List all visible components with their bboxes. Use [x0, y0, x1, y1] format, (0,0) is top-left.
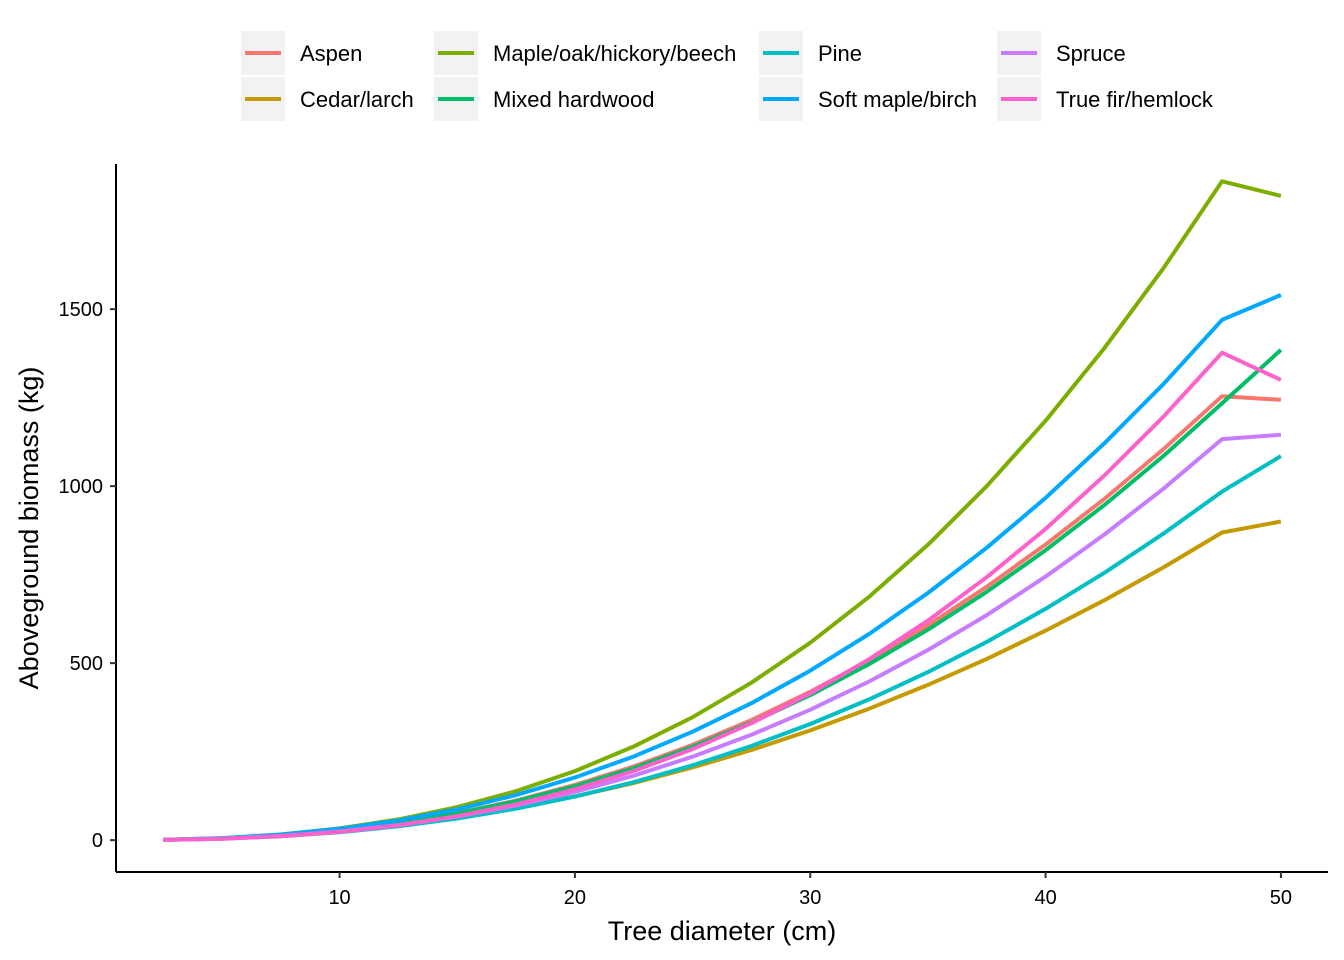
- legend-item: Mixed hardwood: [434, 77, 654, 121]
- x-tick-label: 50: [1270, 887, 1292, 909]
- x-tick-label: 10: [328, 887, 350, 909]
- legend-label: True fir/hemlock: [1056, 87, 1214, 112]
- x-tick-label: 20: [564, 887, 586, 909]
- legend-item: Spruce: [997, 31, 1126, 75]
- legend-item: Cedar/larch: [241, 77, 414, 121]
- x-axis-title: Tree diameter (cm): [608, 916, 837, 946]
- legend-item: Pine: [759, 31, 862, 75]
- legend-item: Aspen: [241, 31, 362, 75]
- legend-label: Spruce: [1056, 41, 1126, 66]
- x-tick-label: 40: [1034, 887, 1056, 909]
- legend-label: Mixed hardwood: [493, 87, 654, 112]
- legend-item: True fir/hemlock: [997, 77, 1214, 121]
- legend-label: Soft maple/birch: [818, 87, 977, 112]
- legend-item: Soft maple/birch: [759, 77, 977, 121]
- series-lines: [163, 179, 1283, 842]
- y-tick-label: 1500: [59, 299, 104, 321]
- legend-label: Maple/oak/hickory/beech: [493, 41, 736, 66]
- legend-label: Aspen: [300, 41, 362, 66]
- y-tick-label: 500: [70, 653, 103, 675]
- legend-label: Pine: [818, 41, 862, 66]
- x-axis-ticks: 10 20 30 40 50: [328, 872, 1292, 909]
- legend-item: Maple/oak/hickory/beech: [434, 31, 736, 75]
- series-line-soft-maple-birch: [163, 293, 1282, 842]
- series-line-true-fir-hemlock: [163, 350, 1282, 842]
- y-axis-ticks: 0 500 1000 1500: [59, 299, 116, 852]
- y-axis-title: Aboveground biomass (kg): [14, 367, 44, 690]
- plot-area: 0 500 1000 1500 10 20 30 40 50: [59, 164, 1328, 909]
- chart-legend: Aspen Cedar/larch Maple/oak/hickory/beech M…: [241, 31, 1214, 121]
- legend-label: Cedar/larch: [300, 87, 414, 112]
- y-tick-label: 1000: [59, 476, 104, 498]
- y-tick-label: 0: [92, 830, 103, 852]
- x-tick-label: 30: [799, 887, 821, 909]
